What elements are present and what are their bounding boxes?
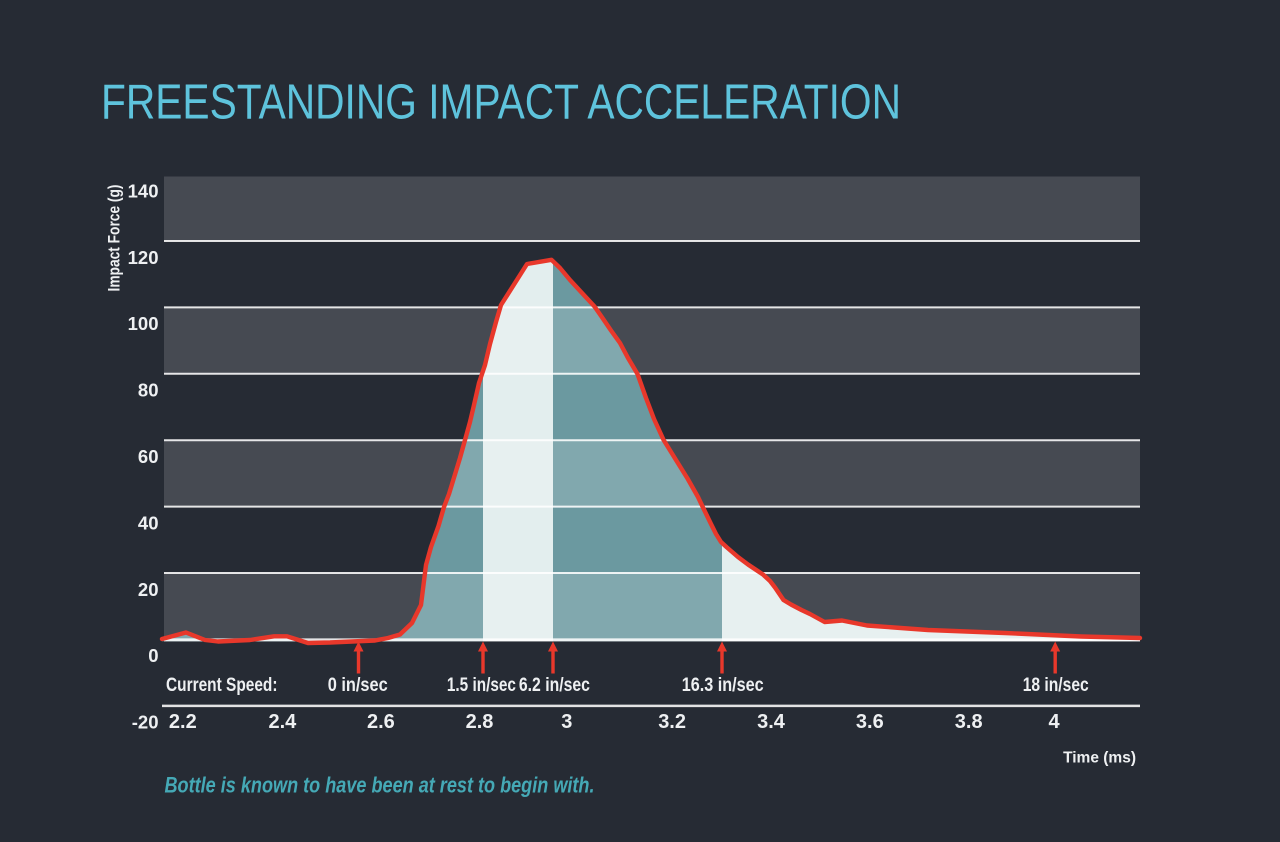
- svg-text:3.2: 3.2: [658, 711, 686, 733]
- svg-text:80: 80: [138, 380, 159, 401]
- svg-text:FREESTANDING IMPACT ACCELERATI: FREESTANDING IMPACT ACCELERATION: [101, 74, 901, 129]
- svg-text:40: 40: [138, 512, 159, 533]
- svg-text:0: 0: [148, 645, 158, 666]
- svg-text:Impact Force (g): Impact Force (g): [106, 185, 124, 292]
- svg-text:4: 4: [1048, 711, 1060, 733]
- svg-text:6.2 in/sec: 6.2 in/sec: [519, 674, 590, 696]
- svg-text:3.4: 3.4: [757, 711, 786, 733]
- svg-text:3.8: 3.8: [955, 711, 983, 733]
- svg-text:18 in/sec: 18 in/sec: [1023, 674, 1089, 696]
- svg-text:2.4: 2.4: [268, 711, 297, 733]
- svg-text:100: 100: [128, 313, 159, 334]
- svg-text:0 in/sec: 0 in/sec: [328, 674, 388, 696]
- svg-text:20: 20: [138, 579, 159, 600]
- svg-text:1.5 in/sec: 1.5 in/sec: [447, 674, 516, 696]
- svg-text:16.3 in/sec: 16.3 in/sec: [682, 674, 764, 696]
- svg-text:60: 60: [138, 446, 159, 467]
- svg-text:2.6: 2.6: [367, 711, 395, 733]
- svg-text:2.8: 2.8: [466, 711, 494, 733]
- svg-text:Current Speed:: Current Speed:: [166, 674, 278, 696]
- svg-text:140: 140: [128, 180, 159, 201]
- svg-text:Bottle is known to have been a: Bottle is known to have been at rest to …: [165, 773, 595, 798]
- svg-text:-20: -20: [132, 712, 159, 733]
- svg-text:120: 120: [128, 247, 159, 268]
- svg-text:Time (ms): Time (ms): [1063, 749, 1136, 766]
- svg-text:3: 3: [561, 711, 572, 733]
- svg-text:3.6: 3.6: [856, 711, 884, 733]
- svg-text:2.2: 2.2: [169, 711, 197, 733]
